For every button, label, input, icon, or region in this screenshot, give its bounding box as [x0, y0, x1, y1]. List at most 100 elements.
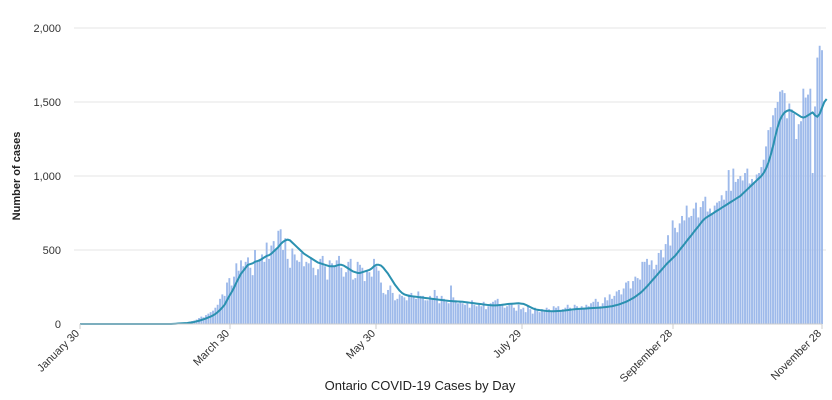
- case-bar: [585, 304, 588, 324]
- case-bar: [739, 176, 742, 324]
- case-bar: [524, 312, 527, 324]
- case-bar: [534, 307, 536, 324]
- case-bar: [424, 300, 427, 324]
- case-bar: [382, 292, 385, 324]
- case-bar: [296, 260, 298, 324]
- case-bar: [648, 264, 651, 324]
- case-bar: [809, 88, 812, 325]
- case-bar: [291, 248, 294, 324]
- case-bar: [429, 295, 431, 324]
- case-bar: [531, 313, 534, 324]
- case-bar: [692, 208, 695, 324]
- case-bar: [704, 196, 707, 324]
- case-bar: [620, 294, 623, 324]
- case-bar: [543, 310, 546, 324]
- case-bar: [604, 297, 606, 324]
- case-bar: [606, 300, 609, 324]
- case-bar: [769, 127, 772, 324]
- case-bar: [240, 260, 242, 324]
- x-tick-label: July 29: [491, 328, 524, 361]
- case-bar: [331, 263, 333, 324]
- case-bar: [545, 307, 548, 324]
- case-bar: [426, 300, 429, 324]
- case-bar: [489, 303, 492, 324]
- case-bar: [753, 181, 756, 324]
- case-bar: [340, 267, 343, 324]
- case-bar: [597, 301, 599, 324]
- case-bar: [762, 159, 765, 324]
- case-bar: [669, 245, 672, 324]
- case-bar: [678, 223, 681, 324]
- case-bar: [314, 275, 317, 324]
- case-bar: [440, 295, 443, 324]
- case-bar: [508, 304, 511, 324]
- case-bar: [578, 309, 581, 324]
- case-bar: [342, 276, 345, 324]
- case-bar: [741, 180, 744, 324]
- case-bar: [550, 312, 553, 324]
- case-bar: [783, 93, 786, 325]
- case-bar: [207, 313, 210, 324]
- case-bar: [821, 50, 823, 324]
- case-bar: [559, 310, 562, 324]
- case-bar: [410, 292, 413, 324]
- case-bar: [373, 258, 375, 324]
- case-bar: [797, 124, 800, 324]
- case-bar: [494, 300, 497, 324]
- case-bar: [503, 307, 506, 324]
- case-bar: [699, 207, 702, 324]
- case-bar: [522, 307, 525, 324]
- case-bar: [482, 301, 485, 324]
- case-bar: [683, 220, 686, 324]
- case-bar: [230, 285, 233, 324]
- case-bar: [403, 297, 406, 324]
- case-bar: [793, 113, 795, 324]
- x-axis-title: Ontario COVID-19 Cases by Day: [325, 378, 516, 393]
- case-bar: [662, 257, 665, 324]
- case-bar: [622, 288, 625, 324]
- case-bar: [249, 267, 252, 324]
- case-bar: [279, 229, 282, 324]
- case-bar: [352, 279, 354, 324]
- case-bar: [613, 295, 616, 324]
- case-bar: [401, 295, 403, 324]
- case-bar: [312, 267, 315, 324]
- case-bar: [718, 201, 721, 324]
- case-bar: [286, 258, 289, 324]
- case-bar: [779, 91, 781, 324]
- case-bar: [258, 258, 261, 324]
- x-tick-label: March 30: [191, 328, 232, 369]
- case-bar: [552, 306, 555, 324]
- case-bar: [587, 306, 590, 324]
- case-bar: [303, 266, 305, 324]
- case-bar: [459, 301, 462, 324]
- case-bar: [450, 285, 452, 324]
- case-bar: [804, 97, 807, 324]
- case-bar: [776, 102, 779, 324]
- x-tick-label: November 28: [769, 328, 824, 383]
- case-bar: [471, 300, 473, 324]
- case-bar: [795, 139, 798, 324]
- case-bar: [781, 90, 784, 324]
- case-bar: [583, 307, 585, 324]
- case-bar: [214, 307, 217, 324]
- bars-layer: [172, 45, 823, 325]
- case-bar: [639, 279, 641, 324]
- case-bar: [618, 289, 620, 324]
- case-bar: [265, 242, 268, 324]
- case-bar: [205, 315, 207, 324]
- case-bar: [510, 303, 513, 324]
- case-bar: [349, 258, 352, 324]
- case-bar: [328, 260, 331, 324]
- case-bar: [732, 168, 735, 324]
- case-bar: [492, 301, 494, 324]
- case-bar: [473, 304, 476, 324]
- case-bar: [746, 168, 749, 324]
- case-bar: [571, 310, 574, 324]
- case-bar: [354, 278, 357, 324]
- case-bar: [256, 261, 259, 324]
- case-bar: [475, 306, 478, 324]
- case-bar: [384, 294, 387, 324]
